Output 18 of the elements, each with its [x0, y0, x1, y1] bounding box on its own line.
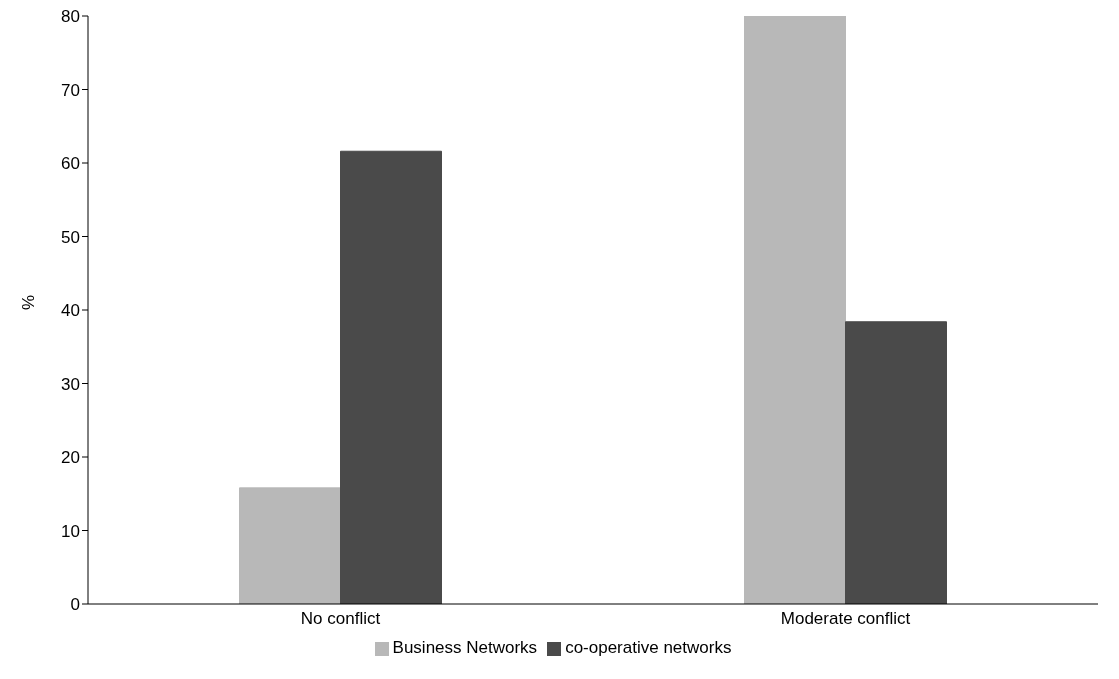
y-tick-label: 0: [70, 595, 80, 615]
bar: [845, 321, 947, 604]
y-tick-label: 20: [61, 448, 80, 468]
y-tick-label: 40: [61, 301, 80, 321]
y-tick-label: 50: [61, 227, 80, 247]
y-tick-label: 30: [61, 374, 80, 394]
legend-label: co-operative networks: [565, 638, 732, 657]
bar: [239, 487, 341, 604]
x-tick-label: Moderate conflict: [780, 609, 911, 629]
y-tick-label: 10: [61, 521, 80, 541]
legend-label: Business Networks: [392, 638, 538, 657]
y-tick-label: 60: [61, 154, 80, 174]
x-tick-label: No conflict: [300, 609, 381, 629]
bar: [744, 16, 846, 604]
y-tick-label: 80: [61, 7, 80, 27]
y-axis-title: %: [19, 294, 39, 310]
bar: [340, 150, 442, 604]
y-tick-label: 70: [61, 80, 80, 100]
